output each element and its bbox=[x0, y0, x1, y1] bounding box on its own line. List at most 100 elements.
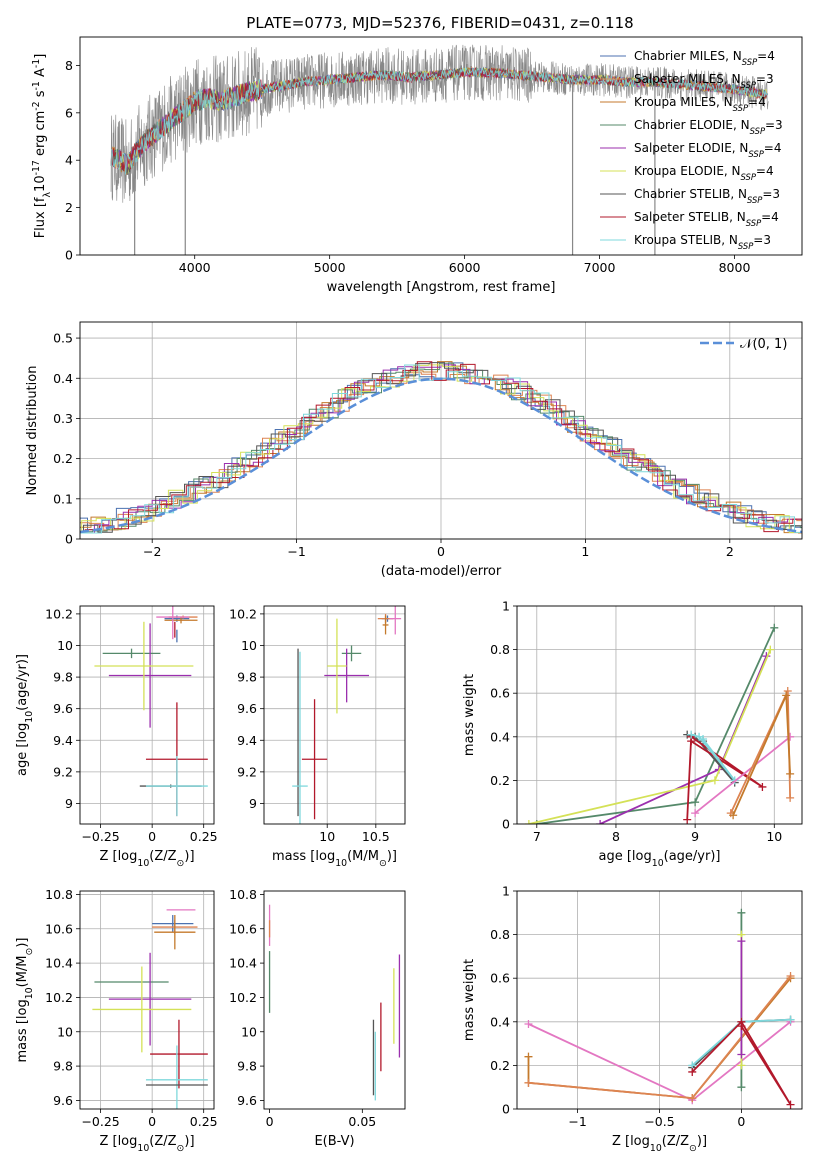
y-tick-label: 9.4 bbox=[237, 733, 257, 748]
y-tick-label: 6 bbox=[65, 105, 73, 120]
y-tick-label: 9.8 bbox=[53, 670, 73, 685]
y-tick-label: 0.4 bbox=[490, 729, 510, 744]
y-tick-label: 0.8 bbox=[490, 642, 510, 657]
y-tick-label: 2 bbox=[65, 200, 73, 215]
axes-frame bbox=[263, 890, 406, 1110]
y-tick-label: 9.8 bbox=[53, 1059, 73, 1074]
y-tick-label: 0.8 bbox=[490, 927, 510, 942]
series-marker bbox=[699, 734, 708, 743]
y-tick-label: 10.4 bbox=[45, 956, 73, 971]
x-tick-label: −1 bbox=[568, 1114, 586, 1129]
x-tick-label: 0 bbox=[148, 1114, 156, 1129]
axes-frame bbox=[79, 36, 803, 256]
y-tick-label: 0.3 bbox=[53, 411, 73, 426]
legend-label: Chabrier MILES, NSSP=4 bbox=[634, 49, 775, 67]
series-marker bbox=[737, 1050, 746, 1059]
x-axis-label: wavelength [Angstrom, rest frame] bbox=[327, 280, 556, 295]
y-tick-label: 1 bbox=[502, 599, 510, 614]
series-marker bbox=[737, 937, 746, 946]
series-marker bbox=[596, 820, 605, 824]
y-tick-label: 10.4 bbox=[229, 956, 257, 971]
histogram-step bbox=[80, 364, 802, 534]
series-marker bbox=[688, 1067, 697, 1076]
y-tick-label: 10.8 bbox=[45, 887, 73, 902]
plot-area bbox=[268, 904, 401, 1101]
chart-weight_vs_Z: −1 −0.5 0 0 0.2 0.4 0.6 0.8 1 Z [log10(Z/Z⊙)] mass… bbox=[462, 884, 803, 1154]
chart-age_vs_Z: −0.25 0 0.25 9 9.2 9.4 9.6 9.8 10 10.2 Z [log10(Z/… bbox=[15, 605, 218, 869]
x-tick-label: 0 bbox=[737, 1114, 745, 1129]
series-marker bbox=[783, 687, 792, 696]
axes-frame bbox=[79, 605, 215, 825]
series-marker bbox=[524, 1078, 533, 1087]
y-tick-label: 10.2 bbox=[229, 990, 257, 1005]
axes-frame bbox=[263, 605, 406, 825]
series-marker bbox=[737, 1022, 746, 1031]
y-tick-label: 0.1 bbox=[53, 491, 73, 506]
plot-area bbox=[92, 909, 208, 1109]
histogram-step bbox=[80, 362, 802, 533]
series-marker bbox=[786, 972, 795, 981]
y-tick-label: 9 bbox=[65, 796, 73, 811]
plot-area bbox=[524, 623, 795, 824]
x-tick-label: −0.5 bbox=[644, 1114, 674, 1129]
y-tick-label: 9.4 bbox=[53, 733, 73, 748]
x-tick-label: −1 bbox=[287, 544, 305, 559]
legend-label: Kroupa MILES, NSSP=4 bbox=[634, 95, 766, 113]
chart-weight_vs_age: 7 8 9 10 0 0.2 0.4 0.6 0.8 1 age [log10(age/yr)] ma… bbox=[462, 599, 803, 869]
y-axis-label: mass [log10(M/M⊙)] bbox=[15, 938, 35, 1063]
legend-label: Kroupa STELIB, NSSP=3 bbox=[634, 233, 771, 251]
plot-area bbox=[292, 606, 402, 824]
series-marker bbox=[688, 1094, 697, 1103]
x-axis-label: age [log10(age/yr)] bbox=[599, 849, 721, 869]
x-tick-label: 7 bbox=[533, 829, 541, 844]
legend-label: 𝒩(0, 1) bbox=[740, 337, 787, 352]
series-marker bbox=[729, 811, 738, 820]
y-tick-label: 0.2 bbox=[490, 1058, 510, 1073]
series-marker bbox=[770, 623, 779, 632]
series-marker bbox=[786, 1100, 795, 1109]
y-tick-label: 1 bbox=[502, 884, 510, 899]
legend-label: Kroupa ELODIE, NSSP=4 bbox=[634, 164, 774, 182]
y-tick-label: 0 bbox=[65, 532, 73, 547]
x-tick-label: 10 bbox=[319, 829, 335, 844]
y-axis-label: mass weight bbox=[462, 674, 477, 756]
series-line bbox=[694, 736, 791, 814]
x-tick-label: 0 bbox=[148, 829, 156, 844]
histogram-step bbox=[80, 361, 802, 534]
y-tick-label: 0 bbox=[65, 248, 73, 263]
x-tick-label: 1 bbox=[581, 544, 589, 559]
figure-title: PLATE=0773, MJD=52376, FIBERID=0431, z=0… bbox=[246, 14, 633, 32]
y-tick-label: 0.2 bbox=[53, 451, 73, 466]
legend-label: Salpeter MILES, NSSP=3 bbox=[634, 72, 774, 90]
y-tick-label: 0.6 bbox=[490, 686, 510, 701]
chart-spectrum: 4000 5000 6000 7000 8000 0 2 4 6 8 wavelength [Ang… bbox=[31, 36, 803, 295]
axes-frame bbox=[516, 605, 803, 825]
y-tick-label: 9.2 bbox=[53, 764, 73, 779]
series-marker bbox=[782, 691, 791, 700]
series-marker bbox=[737, 908, 746, 917]
x-tick-label: 7000 bbox=[584, 260, 616, 275]
y-tick-label: 9.6 bbox=[53, 1093, 73, 1108]
histogram-step bbox=[80, 361, 802, 534]
y-tick-label: 9.6 bbox=[53, 701, 73, 716]
x-axis-label: Z [log10(Z/Z⊙)] bbox=[99, 849, 194, 869]
x-axis-label: Z [log10(Z/Z⊙)] bbox=[612, 1134, 707, 1154]
x-tick-label: −0.25 bbox=[81, 1114, 119, 1129]
series-marker bbox=[524, 820, 533, 824]
x-axis-label: (data-model)/error bbox=[381, 564, 502, 579]
y-tick-label: 0.2 bbox=[490, 773, 510, 788]
y-tick-label: 9.8 bbox=[237, 670, 257, 685]
series-line bbox=[690, 733, 736, 781]
series-marker bbox=[737, 1083, 746, 1092]
series-marker bbox=[710, 776, 719, 785]
chart-mass_vs_Z: −0.25 0 0.25 9.6 9.8 10 10.2 10.4 10.6 10.8 Z [log… bbox=[15, 887, 218, 1154]
legend-label: Chabrier ELODIE, NSSP=3 bbox=[634, 118, 783, 136]
series-marker bbox=[786, 793, 795, 802]
plot-area bbox=[80, 361, 802, 534]
x-tick-label: 0.05 bbox=[348, 1114, 376, 1129]
y-tick-label: 9.6 bbox=[237, 1093, 257, 1108]
series-marker bbox=[737, 1061, 746, 1070]
y-tick-label: 0 bbox=[502, 1102, 510, 1117]
series-line bbox=[686, 735, 763, 820]
y-tick-label: 9.2 bbox=[237, 764, 257, 779]
